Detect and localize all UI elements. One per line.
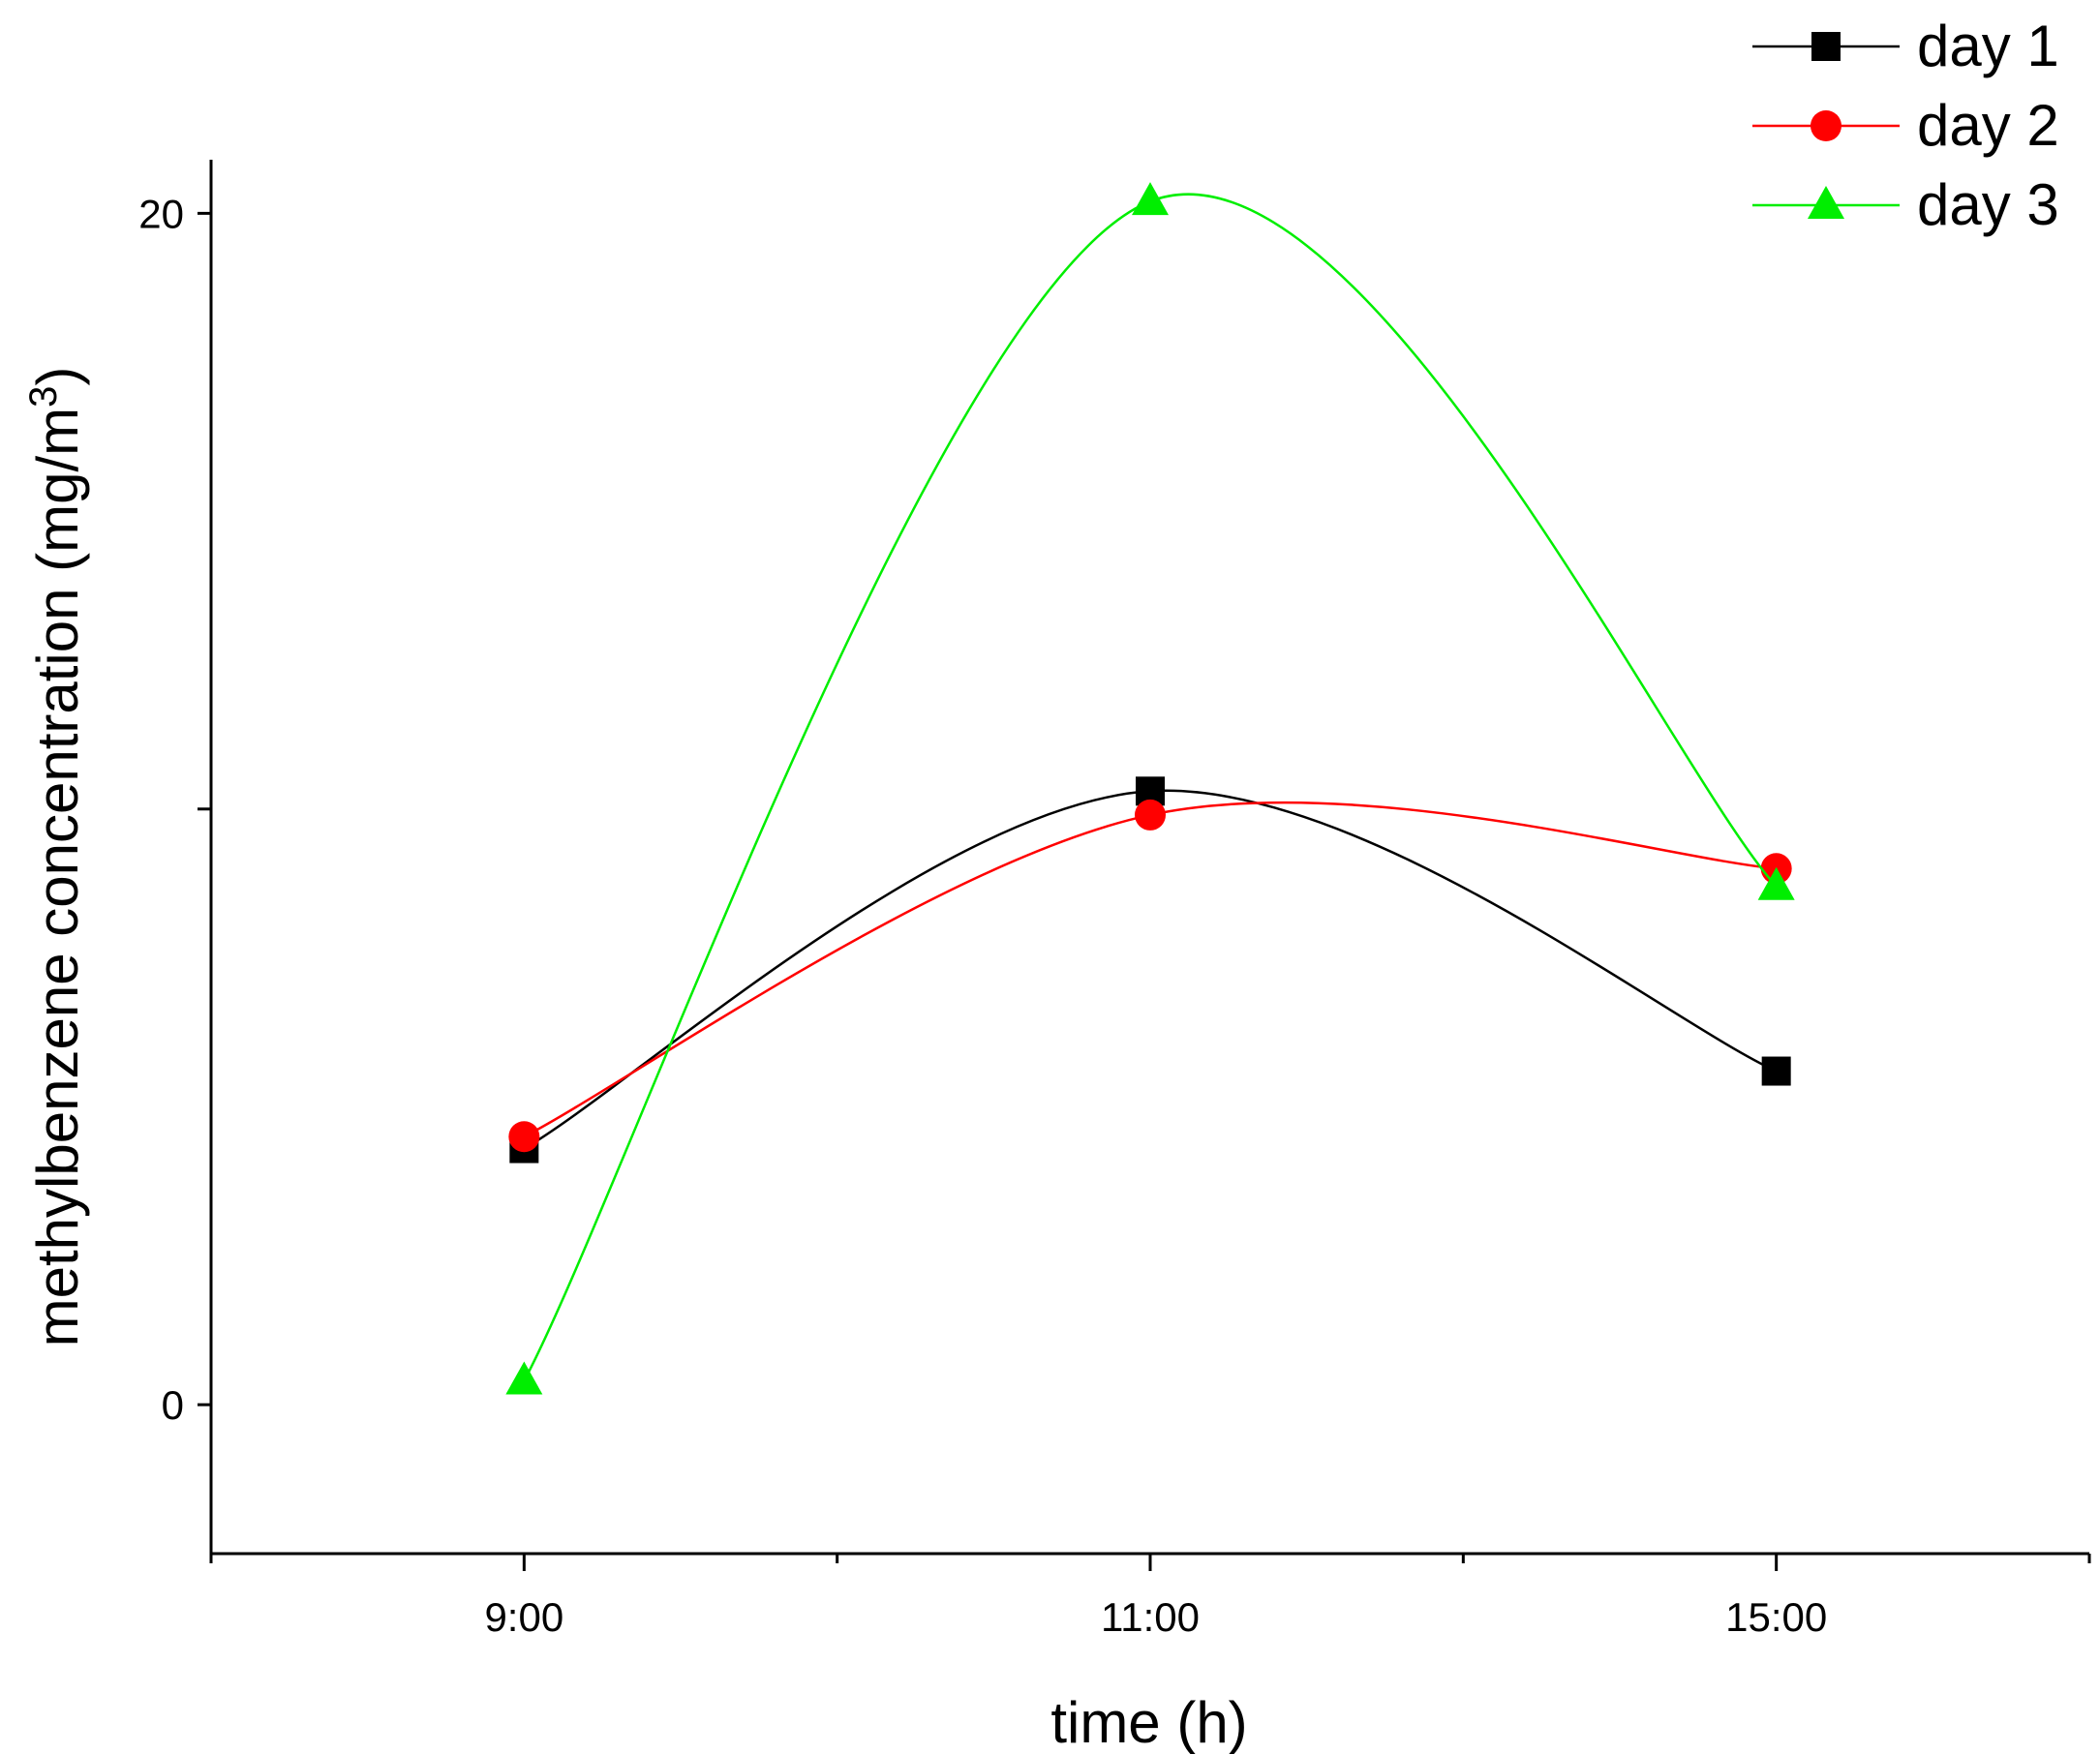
y-axis-title-main: methylbenzene concentration (mg/m: [25, 408, 90, 1347]
legend-item: day 3: [1752, 172, 2059, 237]
y-tick-label: 0: [162, 1382, 184, 1428]
legend-label: day 1: [1917, 14, 2059, 78]
series-day-3: [505, 182, 1795, 1395]
y-axis-title: methylbenzene concentration (mg/m3): [22, 367, 90, 1347]
axes: 0 20 9:00 11:00 15:00: [138, 160, 2091, 1640]
series-layer: [505, 182, 1795, 1395]
legend-label: day 3: [1917, 172, 2059, 237]
series-line: [523, 801, 1777, 1138]
legend-item: day 1: [1752, 14, 2059, 78]
series-line: [523, 789, 1778, 1150]
data-point: [1761, 1056, 1791, 1086]
series-day-2: [508, 799, 1792, 1153]
legend-marker: [1808, 186, 1844, 219]
data-point: [508, 1121, 540, 1153]
x-axis-title: time (h): [1050, 1690, 1247, 1754]
legend-marker: [1811, 110, 1841, 141]
y-tick-label: 20: [138, 191, 184, 236]
legend-item: day 2: [1752, 93, 2059, 158]
data-point: [1132, 182, 1169, 216]
data-point: [1757, 866, 1795, 900]
legend-label: day 2: [1917, 93, 2059, 158]
legend-marker: [1811, 32, 1841, 61]
series-line: [523, 193, 1778, 1382]
x-tick-label: 9:00: [484, 1594, 563, 1640]
data-point: [505, 1361, 543, 1395]
y-axis-title-superscript: 3: [22, 386, 65, 408]
x-tick-label: 11:00: [1101, 1594, 1200, 1640]
legend: day 1 day 2 day 3: [1752, 14, 2059, 237]
x-tick-label: 15:00: [1725, 1594, 1827, 1640]
data-point: [1135, 799, 1166, 831]
y-axis-title-close: ): [25, 367, 90, 386]
